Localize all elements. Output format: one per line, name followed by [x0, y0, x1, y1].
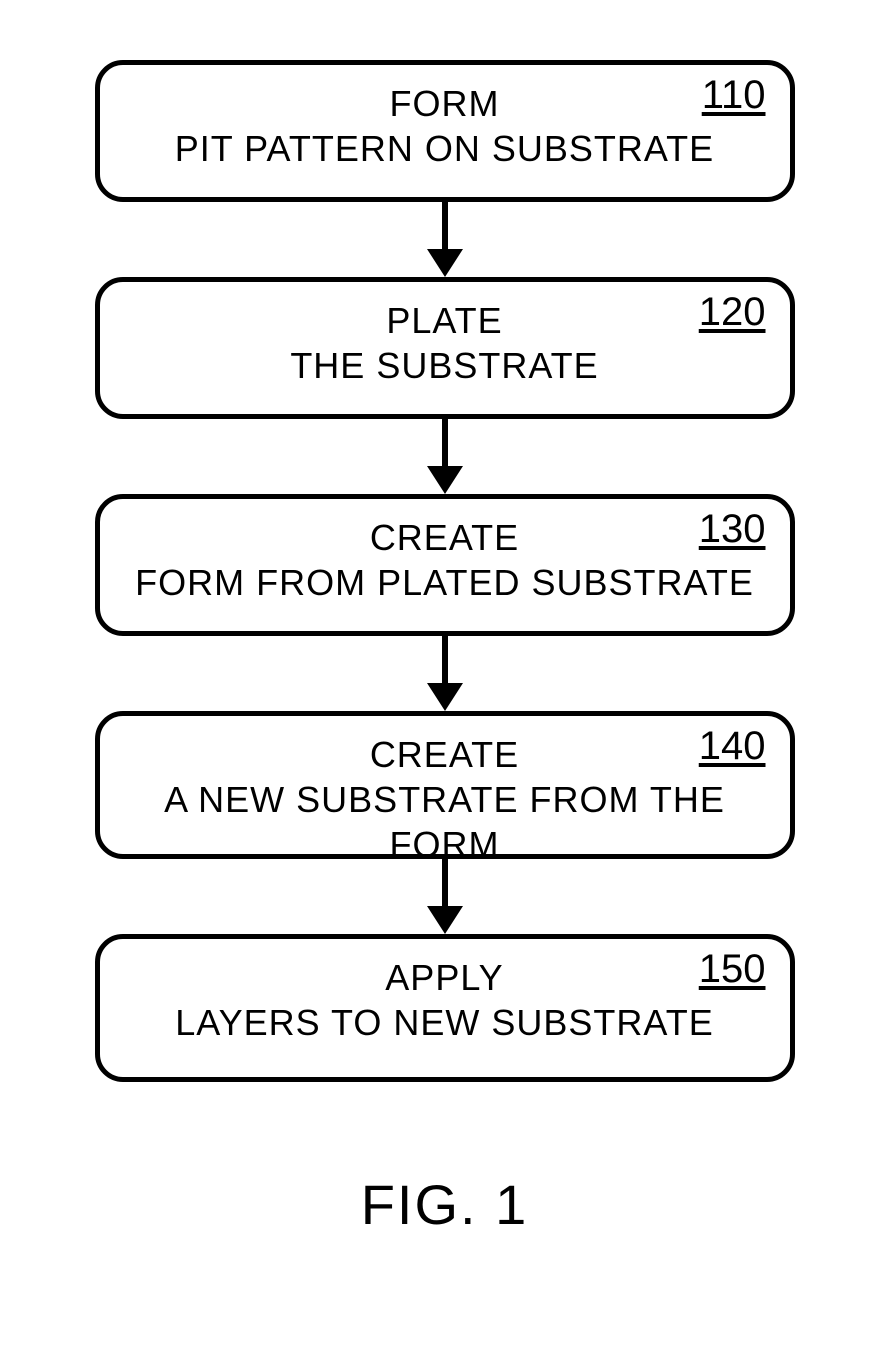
flow-node-140: 140 CREATE A NEW SUBSTRATE FROM THE FORM	[95, 711, 795, 859]
node-text: APPLY LAYERS TO NEW SUBSTRATE	[120, 955, 770, 1045]
figure-caption: FIG. 1	[361, 1172, 529, 1237]
arrow-head-icon	[427, 466, 463, 494]
arrow-130-140	[427, 636, 463, 711]
node-text: PLATE THE SUBSTRATE	[120, 298, 770, 388]
node-text: CREATE A NEW SUBSTRATE FROM THE FORM	[120, 732, 770, 867]
arrow-110-120	[427, 202, 463, 277]
arrow-line	[442, 202, 448, 250]
arrow-head-icon	[427, 683, 463, 711]
arrow-head-icon	[427, 906, 463, 934]
arrow-line	[442, 636, 448, 684]
node-number: 130	[699, 507, 766, 552]
node-text: FORM PIT PATTERN ON SUBSTRATE	[120, 81, 770, 171]
flow-node-130: 130 CREATE FORM FROM PLATED SUBSTRATE	[95, 494, 795, 636]
arrow-120-130	[427, 419, 463, 494]
flow-node-110: 110 FORM PIT PATTERN ON SUBSTRATE	[95, 60, 795, 202]
node-number: 120	[699, 290, 766, 335]
node-text: CREATE FORM FROM PLATED SUBSTRATE	[120, 515, 770, 605]
flow-node-150: 150 APPLY LAYERS TO NEW SUBSTRATE	[95, 934, 795, 1082]
arrow-head-icon	[427, 249, 463, 277]
node-number: 110	[702, 73, 766, 118]
arrow-140-150	[427, 859, 463, 934]
node-number: 140	[699, 724, 766, 769]
arrow-line	[442, 419, 448, 467]
flow-node-120: 120 PLATE THE SUBSTRATE	[95, 277, 795, 419]
node-number: 150	[699, 947, 766, 992]
flowchart-container: 110 FORM PIT PATTERN ON SUBSTRATE 120 PL…	[0, 0, 889, 1237]
